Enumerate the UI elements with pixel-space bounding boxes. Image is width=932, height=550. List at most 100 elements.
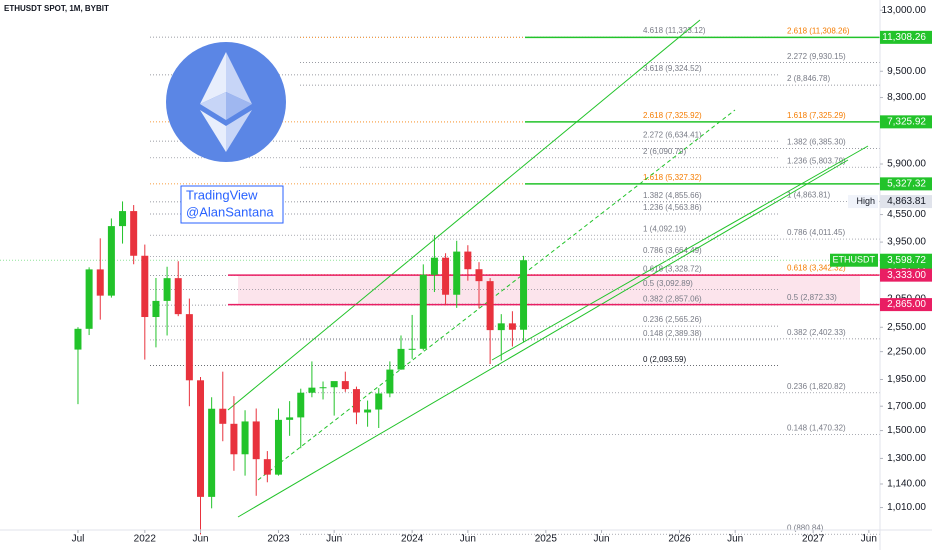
logo-facet [226,110,252,152]
channel-lower [237,159,849,518]
candle-body [341,381,349,390]
candle-body [219,408,227,424]
logo-facet [200,52,226,104]
candle-body [297,392,305,418]
candle-body [352,389,360,413]
y-tick-label: 1,300.00 [887,453,926,464]
price-tag: High [856,196,875,206]
fib-label: 0.382 (2,402.33) [787,328,846,337]
candle-body [119,211,127,227]
candle-body [430,257,438,275]
candle-body [408,348,416,350]
logo-facet [200,110,226,152]
chart-title: ETHUSDT SPOT, 1M, BYBIT [4,4,109,13]
price-box-label: 4,863.81 [887,196,926,207]
fib-label: 0.618 (3,328.72) [643,265,702,274]
price-box-label: 5,327.32 [887,179,926,190]
y-tick-label: 9,500.00 [887,66,926,77]
fib-label: 0.5 (3,092.89) [643,279,693,288]
watermark-box [180,185,284,224]
candle-body [386,369,394,394]
x-tick-label: Jun [593,534,609,545]
price-box-label: 3,333.00 [887,270,926,281]
y-tick-label: 2,250.00 [887,346,926,357]
y-tick-label: 1,500.00 [887,425,926,436]
channel-middle [257,109,736,481]
watermark-brand: TradingView [186,187,258,202]
candle-body [497,323,505,331]
candle-body [96,269,104,296]
price-box [880,268,932,282]
eth-logo [166,42,286,162]
logo-facet [226,52,252,104]
candle-body [520,260,528,330]
candle-body [130,211,138,256]
fib-label: 2.272 (9,930.15) [787,52,846,61]
fib-label: 1.382 (6,385.30) [787,138,846,147]
candle-body [308,387,316,393]
candle-body [230,423,238,455]
candle-body [163,278,171,301]
x-tick-label: Jun [326,534,342,545]
x-tick-label: 2026 [668,534,691,545]
candle-body [141,255,149,318]
price-box-label: 2,865.00 [887,299,926,310]
candle-body [152,300,160,318]
y-tick-label: 1,140.00 [887,479,926,490]
price-lines [0,36,880,306]
fib-label: 1.236 (4,563.86) [643,203,702,212]
x-tick-label: 2022 [134,534,157,545]
candle-body [107,226,115,296]
fib-label: 2 (6,090.79) [643,147,686,156]
candle-body [174,278,182,315]
fib-label: 1.382 (4,855.66) [643,191,702,200]
candle-body [197,380,205,497]
channel-upper [227,19,701,411]
x-tick-label: Jun [192,534,208,545]
y-tick-label: 1,700.00 [887,401,926,412]
x-tick-label: 2027 [802,534,825,545]
watermark-author: @AlanSantana [186,204,274,219]
fib-label: 0.148 (1,470.32) [787,424,846,433]
price-box-label: 7,325.92 [887,116,926,127]
y-tick-label: 1,950.00 [887,374,926,385]
fib-label: 3.618 (9,324.52) [643,64,702,73]
fib-label: 0.236 (2,565.26) [643,315,702,324]
fib-label: 2 (8,846.78) [787,74,830,83]
support-line [491,145,869,361]
price-tag-box [830,253,878,267]
y-tick-label: 1,010.00 [887,502,926,513]
candle-body [252,421,260,460]
fib-label: 0.382 (2,857.06) [643,294,702,303]
candle-body [442,257,450,295]
y-tick-label: 13,000.00 [882,5,927,16]
fib-label: 1 (4,092.19) [643,224,686,233]
candle-body [453,251,461,295]
candle-body [74,328,82,350]
fib-label: 0.148 (2,389.38) [643,329,702,338]
candle-body [185,314,193,381]
x-tick-label: 2024 [401,534,424,545]
candle-body [286,417,294,420]
candle-body [475,269,483,282]
x-tick-label: Jun [861,534,877,545]
candle-body [464,251,472,270]
candle-body [397,348,405,370]
x-tick-label: 2025 [535,534,558,545]
y-tick-label: 2,550.00 [887,322,926,333]
candle-body [208,408,216,497]
price-tag-box [848,195,878,209]
price-box [880,298,932,312]
y-tick-label: 4,550.00 [887,209,926,220]
fib-label: 0 (2,093.59) [643,355,686,364]
candle-body [319,387,327,389]
price-box [880,177,932,191]
candles [74,201,528,535]
fib-label: 0.786 (3,664.49) [643,246,702,255]
price-box [880,115,932,129]
x-tick-label: 2023 [267,534,290,545]
price-box-label: 3,598.72 [887,255,926,266]
candle-body [508,323,516,330]
y-tick-label: 5,900.00 [887,159,926,170]
